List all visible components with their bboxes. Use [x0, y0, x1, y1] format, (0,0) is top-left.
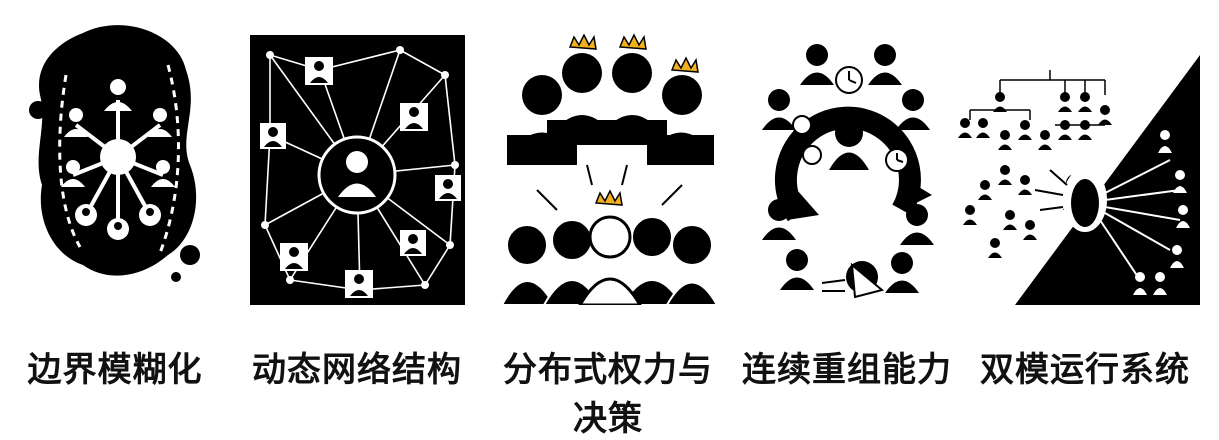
- caption-dynamic-network: 动态网络结构: [252, 350, 462, 390]
- web-network-icon: [250, 35, 465, 305]
- dual-hierarchy-icon: [958, 55, 1200, 305]
- panel-continuous-reorg: [757, 15, 937, 305]
- panel-distributed-decision: [502, 15, 717, 305]
- blob-network-icon: [29, 25, 200, 282]
- panel-dynamic-network: [250, 15, 465, 305]
- panel-dual-mode: [955, 15, 1200, 305]
- crowned-people-icon: [502, 33, 717, 305]
- panel-boundary-blurring: [28, 15, 203, 305]
- caption-distributed-decision: 分布式权力与决策: [503, 350, 713, 439]
- caption-boundary-blurring: 边界模糊化: [27, 350, 203, 390]
- caption-continuous-reorg: 连续重组能力: [742, 350, 952, 390]
- caption-dual-mode: 双模运行系统: [980, 350, 1190, 390]
- clock-cycle-icon: [762, 44, 934, 299]
